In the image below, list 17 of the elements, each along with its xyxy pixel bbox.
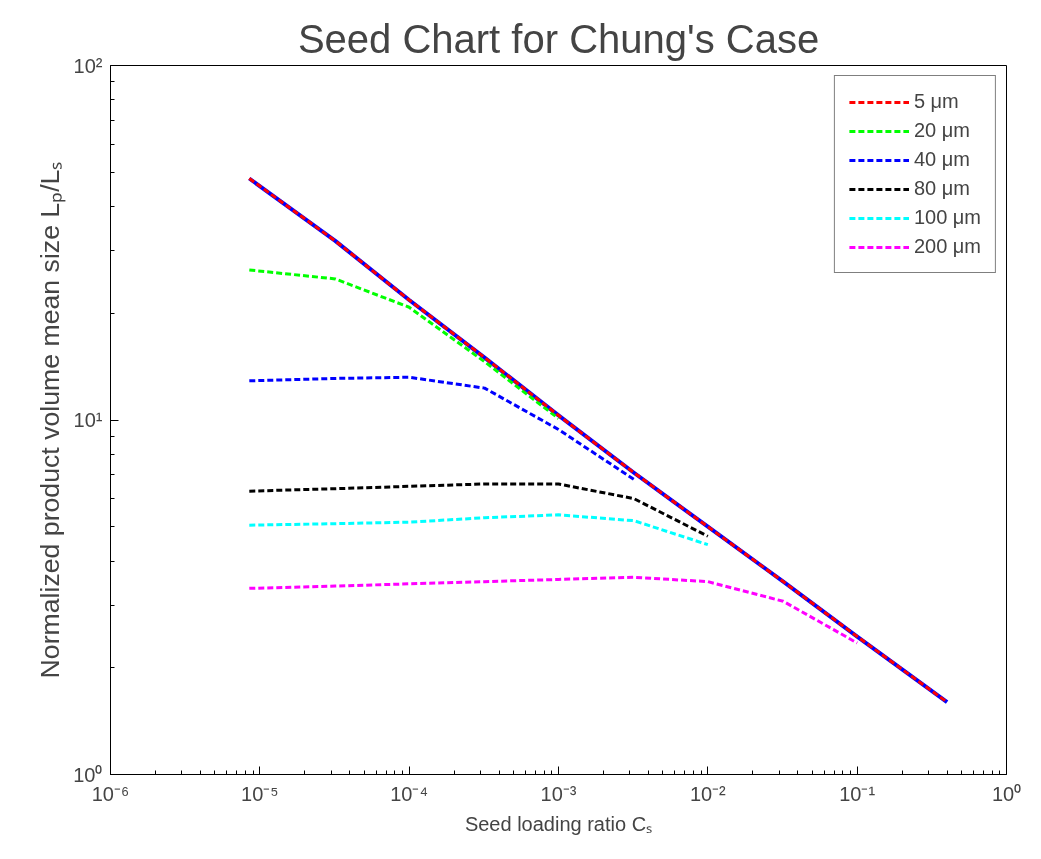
y-tick-label: 10¹	[73, 409, 103, 431]
x-tick-label: 10⁻¹	[839, 782, 876, 805]
y-tick-label: 10²	[73, 54, 103, 77]
x-tick-label: 10⁻⁴	[390, 782, 429, 805]
legend-label: 5 μm	[913, 90, 959, 113]
legend-label: 80 μm	[913, 177, 970, 200]
y-axis-title: Normalized product volume mean size Lₚ/Lₛ	[35, 161, 67, 679]
x-tick-label: 10⁻⁵	[241, 782, 279, 805]
x-tick-label: 10⁰	[991, 782, 1022, 805]
legend-label: 200 μm	[913, 235, 981, 258]
chart-title: Seed Chart for Chung's Case	[297, 16, 820, 61]
legend-label: 40 μm	[913, 148, 970, 171]
legend-label: 20 μm	[913, 119, 970, 142]
x-tick-label: 10⁻³	[540, 782, 577, 805]
x-tick-label: 10⁻²	[689, 782, 727, 805]
legend-label: 100 μm	[913, 206, 981, 229]
x-axis-title: Seed loading ratio Cₛ	[464, 812, 653, 835]
